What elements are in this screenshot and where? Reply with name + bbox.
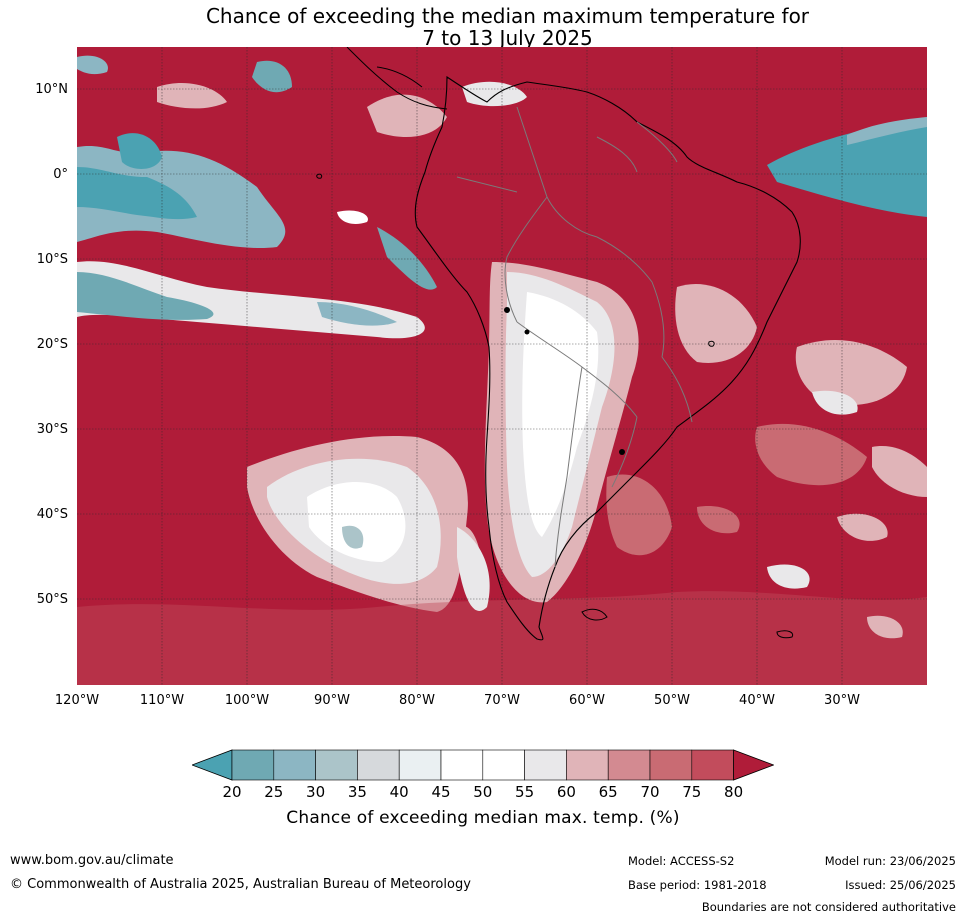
lon-label-60w: 60°W — [569, 693, 605, 708]
colorbar-tick-label: 40 — [389, 783, 409, 801]
colorbar-tick-label: 65 — [598, 783, 618, 801]
map-canvas — [77, 47, 927, 685]
lon-label-70w: 70°W — [484, 693, 520, 708]
colorbar-tick-label: 70 — [640, 783, 660, 801]
lon-label-90w: 90°W — [314, 693, 350, 708]
coastline-central-america — [346, 47, 448, 110]
lon-label-110w: 110°W — [139, 693, 185, 708]
lon-label-80w: 80°W — [399, 693, 435, 708]
colorbar-segment — [566, 749, 609, 781]
model-text: Model: ACCESS-S2 — [628, 854, 735, 868]
colorbar-segment — [607, 749, 651, 781]
colorbar-segment — [524, 749, 567, 781]
copyright-text: © Commonwealth of Australia 2025, Austra… — [10, 877, 471, 892]
lat-label-10s: 10°S — [36, 252, 68, 267]
colorbar-segment — [357, 749, 400, 781]
low-probability-edge-atlantic — [847, 117, 927, 145]
colorbar-tick-label: 30 — [306, 783, 326, 801]
probability-map — [77, 47, 927, 685]
lon-label-120w: 120°W — [54, 693, 100, 708]
lat-label-0: 0° — [53, 167, 68, 182]
lat-label-20s: 20°S — [36, 337, 68, 352]
colorbar-tick-label: 75 — [682, 783, 702, 801]
lon-label-40w: 40°W — [739, 693, 775, 708]
lat-label-40s: 40°S — [36, 507, 68, 522]
country-borders — [456, 106, 693, 568]
lon-label-50w: 50°W — [654, 693, 690, 708]
colorbar-tick-label: 25 — [264, 783, 284, 801]
colorbar-tick-label: 80 — [724, 783, 744, 801]
colorbar-segment — [691, 749, 734, 781]
colorbar-tick-label: 55 — [515, 783, 535, 801]
colorbar-label: Chance of exceeding median max. temp. (%… — [286, 808, 680, 828]
lat-label-30s: 30°S — [36, 422, 68, 437]
base-period-text: Base period: 1981-2018 — [628, 878, 767, 892]
website-link[interactable]: www.bom.gov.au/climate — [10, 853, 174, 868]
lat-label-50s: 50°S — [36, 592, 68, 607]
colorbar-tick-label: 20 — [222, 783, 242, 801]
colorbar — [192, 749, 774, 781]
colorbar-tick-label: 50 — [473, 783, 493, 801]
colorbar-tick-label: 45 — [431, 783, 451, 801]
colorbar-tick-label: 35 — [347, 783, 367, 801]
colorbar-segment — [398, 749, 442, 781]
disclaimer-text: Boundaries are not considered authoritat… — [701, 900, 956, 914]
mid-probability-region-brazil — [675, 283, 757, 363]
colorbar-arrow-low — [192, 749, 233, 781]
colorbar-segment — [440, 749, 484, 781]
mid-probability-patches-caribbean — [157, 81, 527, 137]
colorbar-tick-label: 60 — [556, 783, 576, 801]
colorbar-segment — [231, 749, 275, 781]
map-title-line2: 7 to 13 July 2025 — [422, 26, 593, 50]
colorbar-segment — [482, 749, 525, 781]
colorbar-arrow-high — [733, 749, 774, 781]
model-run-text: Model run: 23/06/2025 — [824, 854, 956, 868]
colorbar-segment — [273, 749, 316, 781]
islands — [316, 173, 794, 639]
coastline-south-america — [414, 75, 801, 641]
low-probability-region-atlantic — [767, 117, 927, 217]
low-probability-regions-pacific — [77, 55, 437, 339]
lon-label-30w: 30°W — [824, 693, 860, 708]
colorbar-segment — [315, 749, 358, 781]
mid-probability-patches-atlantic — [606, 339, 927, 639]
issued-text: Issued: 25/06/2025 — [845, 878, 956, 892]
lakes — [504, 307, 625, 455]
lat-label-10n: 10°N — [35, 82, 68, 97]
map-title-line1: Chance of exceeding the median maximum t… — [205, 4, 810, 28]
lon-label-100w: 100°W — [224, 693, 270, 708]
colorbar-segment — [649, 749, 693, 781]
